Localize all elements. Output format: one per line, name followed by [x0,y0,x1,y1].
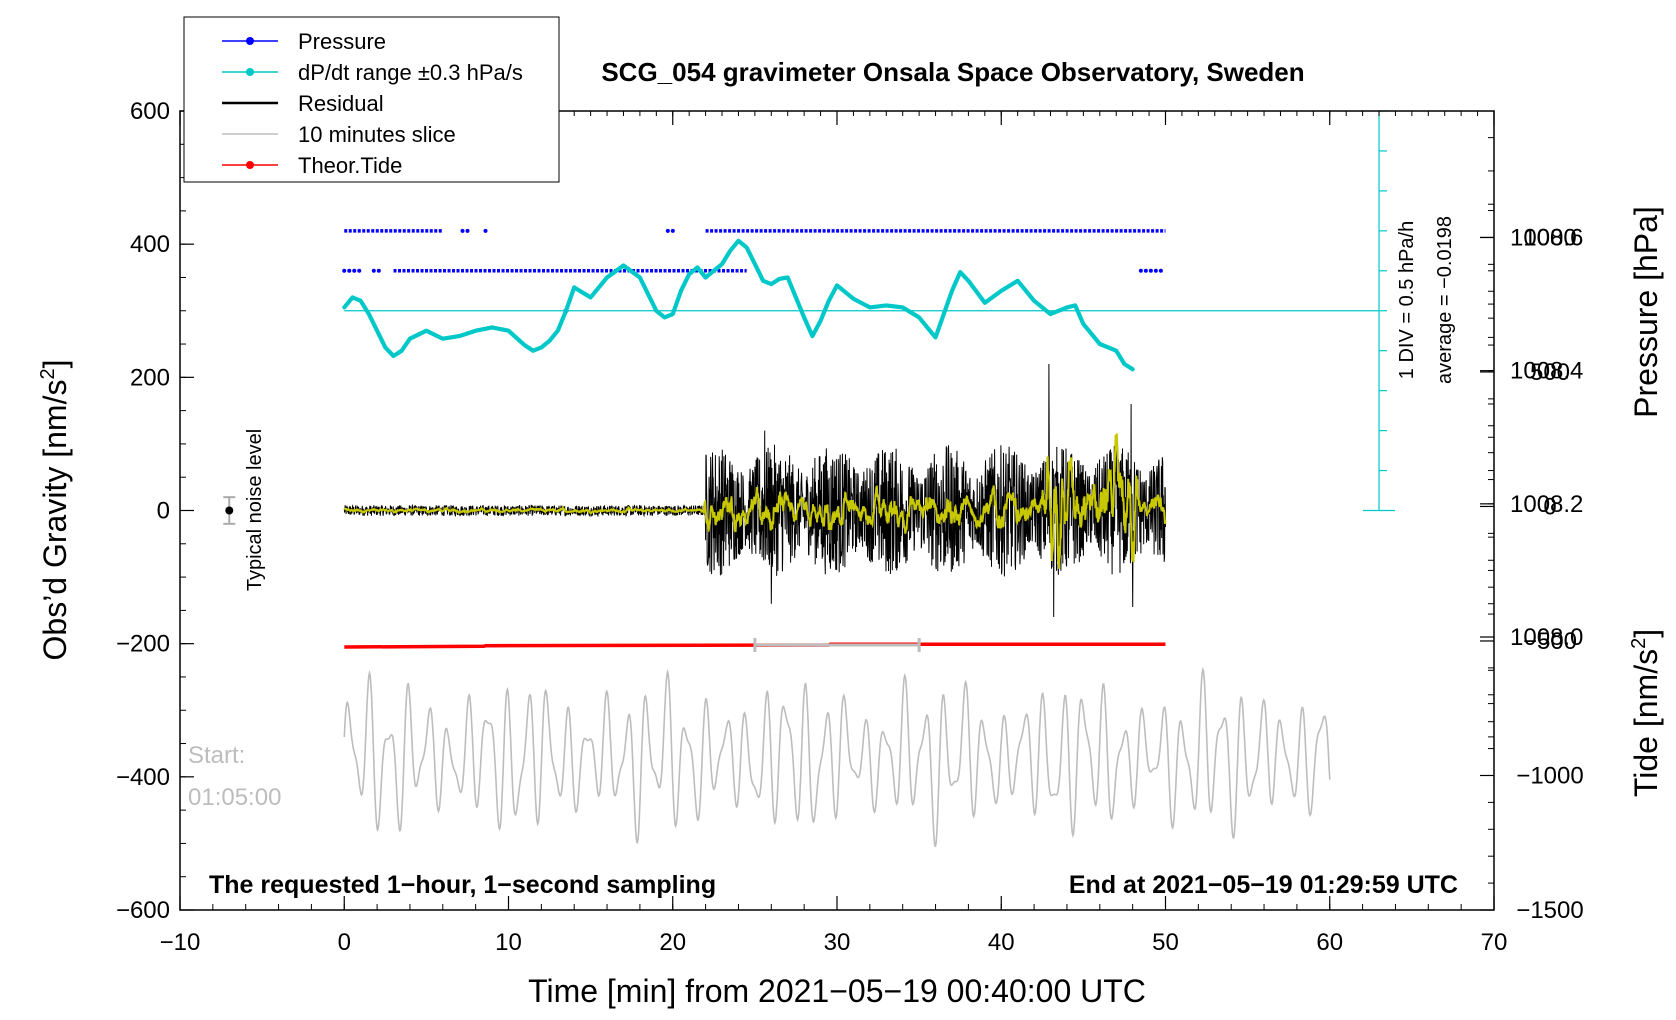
y-axis-label-tide-sup: 2 [1628,638,1650,649]
x-tick-label: 50 [1152,929,1179,956]
pressure-lower-dot [1153,268,1158,273]
legend-swatch-dot [246,68,254,76]
y-axis-label-left-close: ] [37,360,73,369]
pressure-lower-dot [1148,268,1153,273]
pressure-lower-dot [371,268,376,273]
pressure-lower-dot [352,268,357,273]
noise-level-label: Typical noise level [244,429,266,591]
x-tick-label: 20 [659,929,686,956]
pressure-lower-dot [376,268,381,273]
tide-tick-label: 500 [1530,359,1570,386]
tide-tick-label: −1000 [1516,762,1583,789]
pressure-upper [344,228,1166,233]
pressure-upper-dot [483,228,488,233]
pressure-lower-dot [1143,268,1148,273]
x-tick-label: 60 [1316,929,1343,956]
y-axis-label-left-main: Obs’d Gravity [nm/s [37,380,73,661]
axes-layer: −10 0 10 20 30 40 50 60 70 −600 −400 −200 0 200 400 600… [116,98,1584,956]
y-axis-label-tide: Tide [nm/s2] [1628,629,1664,797]
legend-swatch-dot [246,161,254,169]
average-label: average = −0.0198 [1434,216,1456,384]
x-axis-label: Time [min] from 2021−05−19 00:40:00 UTC [528,973,1146,1009]
noise-level-point [225,506,234,515]
start-time: 01:05:00 [188,784,281,811]
x-tick-label: 10 [495,929,522,956]
pressure-lower-dot [1138,268,1143,273]
pressure-lower-dot [347,268,352,273]
legend-swatch-dot [246,37,254,45]
pressure-lower-dot [342,268,347,273]
slice-series-line [343,666,1331,848]
sampling-note: The requested 1−hour, 1−second sampling [209,871,716,899]
pressure-tick-label: 1008.2 [1510,491,1583,518]
start-label: Start: [188,742,245,769]
pressure-lower [342,268,1163,273]
x-tick-label: −10 [160,929,201,956]
x-tick-label: 0 [338,929,351,956]
pressure-tick-label: 1008.0 [1510,624,1583,651]
pressure-upper-dot [670,228,675,233]
y-tick-label: 400 [130,231,170,258]
residual-series-line [343,363,1166,618]
y-tick-label: 600 [130,98,170,125]
legend-box [183,16,560,183]
y-tick-label: −200 [116,631,170,658]
x-tick-label: 30 [824,929,851,956]
pressure-upper-dot [460,228,465,233]
x-tick-label: 70 [1481,929,1508,956]
tide-tick-label: 1000 [1523,224,1576,251]
y-axis-label-tide-main: Tide [nm/s [1628,649,1664,797]
tide-tick-label: −1500 [1516,897,1583,924]
y-axis-label-left: Obs’d Gravity [nm/s2] [37,360,73,661]
y-axis-label-left-sup: 2 [37,368,59,379]
legend-label: Pressure [298,29,386,54]
legend-entries: Pressure dP/dt range ±0.3 hPa/s Residual 10… [222,29,523,178]
pressure-lower-dot [1158,268,1163,273]
legend-label: dP/dt range ±0.3 hPa/s [298,60,523,85]
y-tick-label: 200 [130,364,170,391]
tide-tick-label: −500 [1523,628,1577,655]
chart-title: SCG_054 gravimeter Onsala Space Observat… [601,57,1304,87]
dpdt-series-line [342,238,1135,372]
pressure-tick-label: 1008.4 [1510,358,1583,385]
y-tick-label: −600 [116,897,170,924]
pressure-lower-dot [357,268,362,273]
legend-label: Theor.Tide [298,153,402,178]
smoothed-series-line [343,433,1167,569]
x-tick-label: 40 [988,929,1015,956]
y-axis-label-tide-close: ] [1628,629,1664,638]
div-scale-label: 1 DIV = 0.5 hPa/h [1396,221,1418,379]
legend-label: 10 minutes slice [298,122,456,147]
pressure-upper-dot [465,228,470,233]
legend: Pressure dP/dt range ±0.3 hPa/s Residual 10… [183,16,560,183]
y-tick-label: −400 [116,764,170,791]
y-tick-label: 0 [157,498,170,525]
pressure-upper-dot [665,228,670,233]
legend-label: Residual [298,91,384,116]
end-time-note: End at 2021−05−19 01:29:59 UTC [1069,871,1458,899]
pressure-tick-label: 1008.6 [1510,225,1583,252]
tide-tick-label: 0 [1543,493,1556,520]
y-axis-label-pressure: Pressure [hPa] [1628,206,1664,418]
plot-layer [223,110,1396,848]
